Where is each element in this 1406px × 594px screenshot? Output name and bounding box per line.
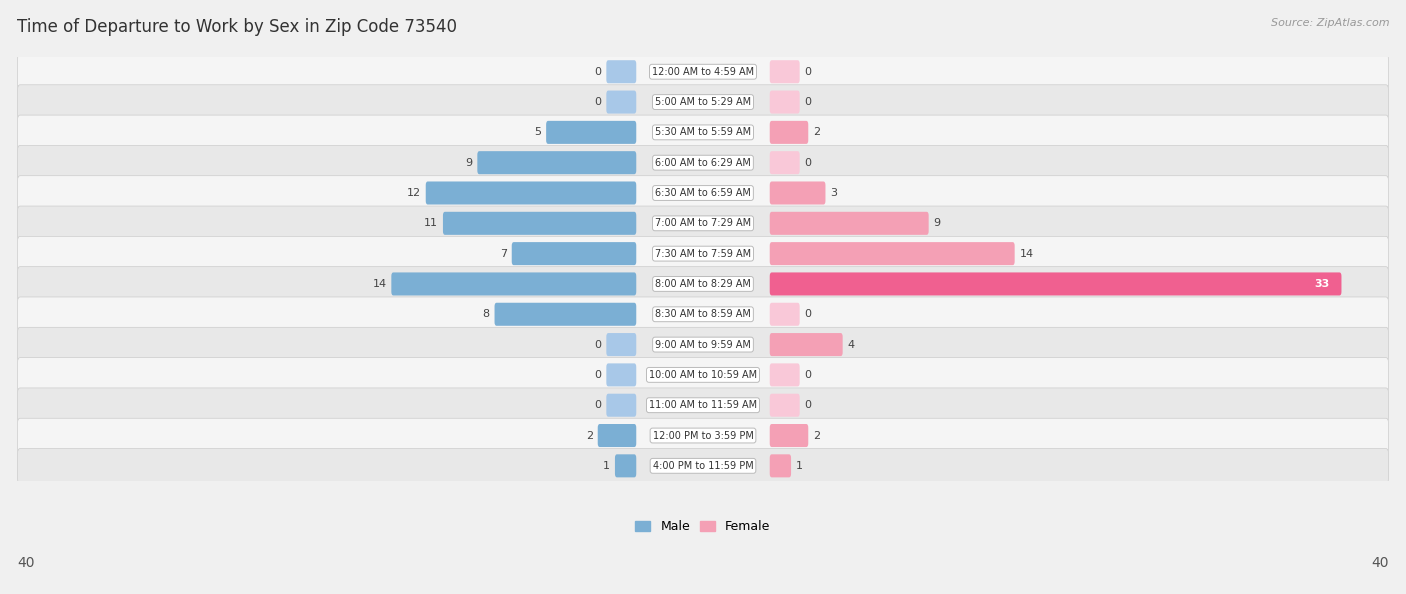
- Text: 0: 0: [804, 370, 811, 380]
- FancyBboxPatch shape: [18, 297, 1388, 331]
- FancyBboxPatch shape: [769, 242, 1015, 265]
- FancyBboxPatch shape: [606, 364, 637, 387]
- FancyBboxPatch shape: [769, 303, 800, 326]
- Text: 2: 2: [813, 431, 820, 441]
- FancyBboxPatch shape: [769, 90, 800, 113]
- FancyBboxPatch shape: [495, 303, 637, 326]
- FancyBboxPatch shape: [614, 454, 637, 478]
- Text: 2: 2: [586, 431, 593, 441]
- FancyBboxPatch shape: [606, 60, 637, 83]
- Text: 4: 4: [848, 340, 855, 350]
- Text: 0: 0: [804, 67, 811, 77]
- Text: 12:00 AM to 4:59 AM: 12:00 AM to 4:59 AM: [652, 67, 754, 77]
- FancyBboxPatch shape: [769, 454, 792, 478]
- FancyBboxPatch shape: [18, 267, 1388, 301]
- Text: 33: 33: [1313, 279, 1329, 289]
- Text: 14: 14: [1019, 249, 1033, 258]
- FancyBboxPatch shape: [477, 151, 637, 174]
- Text: 6:30 AM to 6:59 AM: 6:30 AM to 6:59 AM: [655, 188, 751, 198]
- FancyBboxPatch shape: [18, 206, 1388, 241]
- Text: 8: 8: [482, 309, 489, 319]
- Text: 0: 0: [595, 340, 602, 350]
- FancyBboxPatch shape: [769, 364, 800, 387]
- FancyBboxPatch shape: [18, 146, 1388, 180]
- FancyBboxPatch shape: [391, 273, 637, 295]
- FancyBboxPatch shape: [512, 242, 637, 265]
- Text: 0: 0: [595, 370, 602, 380]
- Text: 11:00 AM to 11:59 AM: 11:00 AM to 11:59 AM: [650, 400, 756, 410]
- FancyBboxPatch shape: [769, 273, 1341, 295]
- FancyBboxPatch shape: [769, 182, 825, 204]
- Text: 7:00 AM to 7:29 AM: 7:00 AM to 7:29 AM: [655, 219, 751, 228]
- Text: 9: 9: [465, 157, 472, 168]
- Text: 7: 7: [499, 249, 508, 258]
- FancyBboxPatch shape: [769, 151, 800, 174]
- FancyBboxPatch shape: [598, 424, 637, 447]
- FancyBboxPatch shape: [769, 424, 808, 447]
- Text: 6:00 AM to 6:29 AM: 6:00 AM to 6:29 AM: [655, 157, 751, 168]
- FancyBboxPatch shape: [18, 388, 1388, 422]
- FancyBboxPatch shape: [18, 85, 1388, 119]
- Text: 0: 0: [804, 309, 811, 319]
- Text: 40: 40: [17, 556, 34, 570]
- Text: 0: 0: [595, 67, 602, 77]
- Text: 10:00 AM to 10:59 AM: 10:00 AM to 10:59 AM: [650, 370, 756, 380]
- Text: 0: 0: [595, 400, 602, 410]
- FancyBboxPatch shape: [606, 394, 637, 417]
- Text: 12: 12: [406, 188, 420, 198]
- Text: 0: 0: [804, 97, 811, 107]
- FancyBboxPatch shape: [769, 121, 808, 144]
- FancyBboxPatch shape: [18, 448, 1388, 483]
- Text: 8:30 AM to 8:59 AM: 8:30 AM to 8:59 AM: [655, 309, 751, 319]
- Text: 9: 9: [934, 219, 941, 228]
- Text: 14: 14: [373, 279, 387, 289]
- FancyBboxPatch shape: [769, 394, 800, 417]
- Text: 12:00 PM to 3:59 PM: 12:00 PM to 3:59 PM: [652, 431, 754, 441]
- FancyBboxPatch shape: [18, 236, 1388, 271]
- FancyBboxPatch shape: [769, 212, 929, 235]
- Text: 40: 40: [1372, 556, 1389, 570]
- FancyBboxPatch shape: [769, 333, 842, 356]
- FancyBboxPatch shape: [443, 212, 637, 235]
- Text: 0: 0: [804, 400, 811, 410]
- Text: 0: 0: [804, 157, 811, 168]
- FancyBboxPatch shape: [18, 55, 1388, 89]
- Text: 1: 1: [603, 461, 610, 471]
- FancyBboxPatch shape: [18, 358, 1388, 392]
- Text: 0: 0: [595, 97, 602, 107]
- Text: 7:30 AM to 7:59 AM: 7:30 AM to 7:59 AM: [655, 249, 751, 258]
- FancyBboxPatch shape: [606, 90, 637, 113]
- Text: Time of Departure to Work by Sex in Zip Code 73540: Time of Departure to Work by Sex in Zip …: [17, 18, 457, 36]
- Text: 8:00 AM to 8:29 AM: 8:00 AM to 8:29 AM: [655, 279, 751, 289]
- Text: 4:00 PM to 11:59 PM: 4:00 PM to 11:59 PM: [652, 461, 754, 471]
- Text: 1: 1: [796, 461, 803, 471]
- Text: 9:00 AM to 9:59 AM: 9:00 AM to 9:59 AM: [655, 340, 751, 350]
- Text: 5:30 AM to 5:59 AM: 5:30 AM to 5:59 AM: [655, 127, 751, 137]
- FancyBboxPatch shape: [18, 327, 1388, 362]
- FancyBboxPatch shape: [769, 60, 800, 83]
- Legend: Male, Female: Male, Female: [630, 516, 776, 538]
- FancyBboxPatch shape: [546, 121, 637, 144]
- Text: 5: 5: [534, 127, 541, 137]
- Text: 3: 3: [831, 188, 838, 198]
- Text: Source: ZipAtlas.com: Source: ZipAtlas.com: [1271, 18, 1389, 28]
- FancyBboxPatch shape: [18, 176, 1388, 210]
- Text: 5:00 AM to 5:29 AM: 5:00 AM to 5:29 AM: [655, 97, 751, 107]
- FancyBboxPatch shape: [18, 418, 1388, 453]
- Text: 11: 11: [425, 219, 439, 228]
- FancyBboxPatch shape: [18, 115, 1388, 150]
- Text: 2: 2: [813, 127, 820, 137]
- FancyBboxPatch shape: [606, 333, 637, 356]
- FancyBboxPatch shape: [426, 182, 637, 204]
